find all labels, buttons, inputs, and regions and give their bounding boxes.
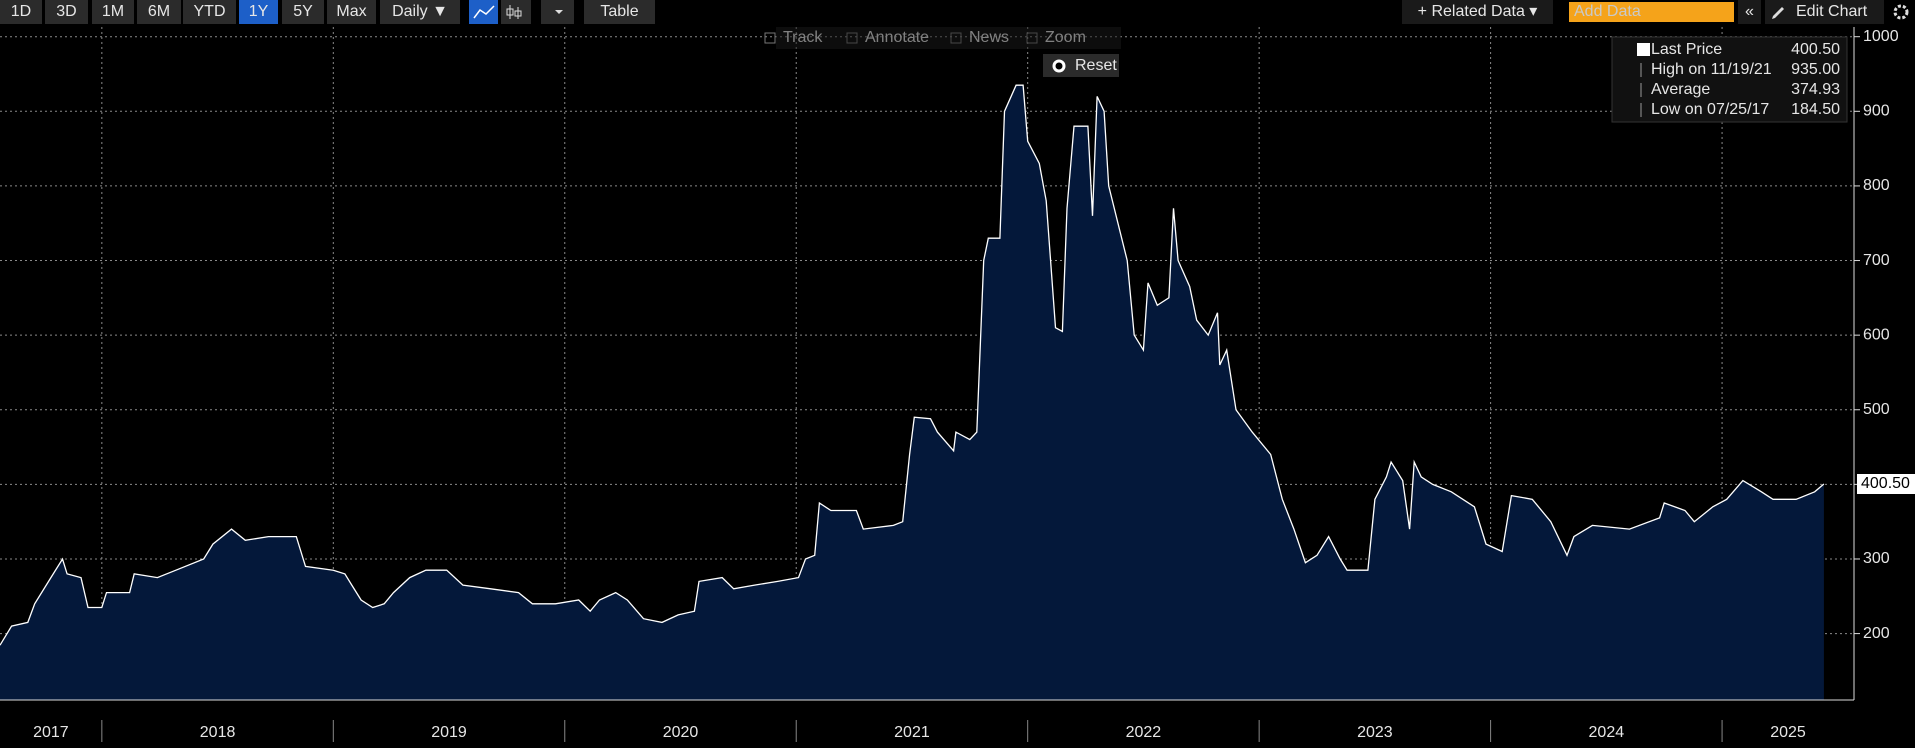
legend-value: 184.50 <box>1791 101 1840 118</box>
tools-bg <box>776 27 1121 49</box>
table-button-bg[interactable] <box>584 0 655 24</box>
candle-button[interactable] <box>501 0 531 24</box>
add-data-placeholder[interactable]: Add Data <box>1574 3 1641 20</box>
legend-box <box>1611 36 1848 123</box>
collapse-button[interactable]: « <box>1745 3 1754 20</box>
range-button[interactable]: 3D <box>56 3 76 20</box>
x-tick-label: 2019 <box>431 724 467 741</box>
range-button[interactable]: YTD <box>194 3 226 20</box>
range-button[interactable]: 5Y <box>293 3 313 20</box>
legend-value: 400.50 <box>1791 41 1840 58</box>
related-data-button-bg[interactable] <box>1402 0 1553 24</box>
legend-label: High on 11/19/21 <box>1651 61 1772 78</box>
legend-value: 374.93 <box>1791 81 1840 98</box>
x-tick-label: 2021 <box>894 724 930 741</box>
last-price-label: 400.50 <box>1861 475 1910 492</box>
x-tick-label: 2022 <box>1126 724 1162 741</box>
dropdown-arrow <box>555 10 563 14</box>
x-tick-label: 2025 <box>1770 724 1806 741</box>
range-button-bg[interactable] <box>0 0 42 24</box>
range-button[interactable]: 6M <box>148 3 170 20</box>
y-tick-label: 200 <box>1863 625 1890 642</box>
y-tick-label: 900 <box>1863 103 1890 120</box>
table-button[interactable]: Table <box>600 3 638 20</box>
y-tick-label: 500 <box>1863 401 1890 418</box>
x-tick-label: 2020 <box>663 724 699 741</box>
range-button[interactable]: 1M <box>102 3 124 20</box>
legend-label: Last Price <box>1651 41 1722 58</box>
area-fill <box>0 85 1824 700</box>
range-button-bg[interactable] <box>239 0 278 24</box>
y-tick-label: 800 <box>1863 177 1890 194</box>
range-button-bg[interactable] <box>327 0 376 24</box>
range-button-bg[interactable] <box>137 0 181 24</box>
x-tick-label: 2024 <box>1589 724 1625 741</box>
toolbar: 1D 3D 1M 6M YTD 1Y 5Y Max Daily ▼ Table + Related … <box>0 0 1915 77</box>
frequency-button-bg[interactable] <box>380 0 460 24</box>
tool-icon <box>764 32 776 44</box>
range-button-bg[interactable] <box>282 0 324 24</box>
range-button[interactable]: 1D <box>11 3 31 20</box>
legend-swatch <box>1637 43 1650 56</box>
related-data-button[interactable]: + Related Data ▾ <box>1418 3 1538 20</box>
range-button[interactable]: 1Y <box>249 3 269 20</box>
edit-chart-bg[interactable] <box>1765 0 1884 24</box>
range-button-bg[interactable] <box>92 0 134 24</box>
x-tick-label: 2017 <box>33 724 69 741</box>
y-tick-label: 1000 <box>1863 28 1899 45</box>
range-button-bg[interactable] <box>45 0 88 24</box>
legend-label: Low on 07/25/17 <box>1651 101 1769 118</box>
candle-icon <box>506 5 522 19</box>
y-tick-label: 600 <box>1863 326 1890 343</box>
y-tick-label: 300 <box>1863 550 1890 567</box>
pencil-icon <box>1772 7 1784 19</box>
x-tick-label: 2023 <box>1357 724 1393 741</box>
range-button[interactable]: Max <box>336 3 366 20</box>
legend-value: 935.00 <box>1791 61 1840 78</box>
plot-area: 2003004005006007008009001000201720182019… <box>0 27 1915 742</box>
edit-chart-button[interactable]: Edit Chart <box>1796 3 1868 20</box>
range-button-bg[interactable] <box>183 0 236 24</box>
collapse-button-bg[interactable] <box>1738 0 1761 24</box>
y-tick-label: 700 <box>1863 252 1890 269</box>
x-tick-label: 2018 <box>200 724 236 741</box>
add-data-input[interactable] <box>1569 2 1734 22</box>
settings-icon[interactable] <box>1893 4 1909 20</box>
reset-icon <box>1052 59 1066 73</box>
last-price-tag <box>1857 473 1915 494</box>
line-icon <box>473 5 495 19</box>
legend-label: Average <box>1651 81 1710 98</box>
reset-button[interactable]: Reset <box>1075 57 1117 74</box>
price-line <box>0 84 1825 646</box>
frequency-button[interactable]: Daily ▼ <box>392 3 448 20</box>
